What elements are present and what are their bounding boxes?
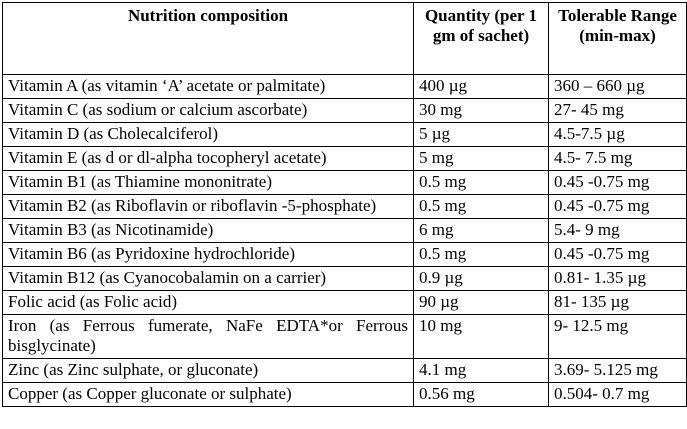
nutrient-range: 5.4- 9 mg	[548, 218, 687, 243]
table-row: Vitamin B2 (as Riboflavin or riboflavin …	[2, 194, 687, 219]
nutrient-quantity: 400 µg	[413, 74, 549, 99]
table-row: Vitamin A (as vitamin ‘A’ acetate or pal…	[2, 74, 687, 99]
nutrient-range: 0.45 -0.75 mg	[548, 170, 687, 195]
nutrient-quantity: 90 µg	[413, 290, 549, 315]
table-row: Vitamin C (as sodium or calcium ascorbat…	[2, 98, 687, 123]
nutrient-range: 0.81- 1.35 µg	[548, 266, 687, 291]
nutrient-quantity: 0.5 mg	[413, 194, 549, 219]
nutrient-quantity: 6 mg	[413, 218, 549, 243]
nutrient-range: 9- 12.5 mg	[548, 314, 687, 359]
header-nutrition-composition: Nutrition composition	[2, 2, 414, 75]
nutrient-name: Zinc (as Zinc sulphate, or gluconate)	[2, 358, 414, 383]
nutrient-name: Copper (as Copper gluconate or sulphate)	[2, 382, 414, 407]
nutrient-name: Vitamin C (as sodium or calcium ascorbat…	[2, 98, 414, 123]
nutrient-range: 81- 135 µg	[548, 290, 687, 315]
nutrient-name: Folic acid (as Folic acid)	[2, 290, 414, 315]
nutrient-name: Vitamin B3 (as Nicotinamide)	[2, 218, 414, 243]
table-row: Copper (as Copper gluconate or sulphate)…	[2, 382, 687, 407]
nutrient-range: 27- 45 mg	[548, 98, 687, 123]
nutrient-range: 360 – 660 µg	[548, 74, 687, 99]
nutrient-name: Iron (as Ferrous fumerate, NaFe EDTA*or …	[2, 314, 414, 359]
nutrient-quantity: 30 mg	[413, 98, 549, 123]
nutrient-name: Vitamin B1 (as Thiamine mononitrate)	[2, 170, 414, 195]
table-header-row: Nutrition composition Quantity (per 1 gm…	[2, 2, 687, 75]
table-row: Vitamin B3 (as Nicotinamide) 6 mg 5.4- 9…	[2, 218, 687, 243]
header-quantity: Quantity (per 1 gm of sachet)	[413, 2, 549, 75]
nutrient-quantity: 0.9 µg	[413, 266, 549, 291]
nutrient-quantity: 0.5 mg	[413, 242, 549, 267]
table-row: Vitamin E (as d or dl-alpha tocopheryl a…	[2, 146, 687, 171]
table-row: Zinc (as Zinc sulphate, or gluconate) 4.…	[2, 358, 687, 383]
table-row: Vitamin D (as Cholecalciferol) 5 µg 4.5-…	[2, 122, 687, 147]
table-row: Vitamin B12 (as Cyanocobalamin on a carr…	[2, 266, 687, 291]
nutrient-quantity: 5 µg	[413, 122, 549, 147]
nutrient-quantity: 4.1 mg	[413, 358, 549, 383]
nutrient-range: 0.504- 0.7 mg	[548, 382, 687, 407]
table-row: Vitamin B6 (as Pyridoxine hydrochloride)…	[2, 242, 687, 267]
nutrient-name: Vitamin B6 (as Pyridoxine hydrochloride)	[2, 242, 414, 267]
nutrient-quantity: 0.5 mg	[413, 170, 549, 195]
nutrient-quantity: 0.56 mg	[413, 382, 549, 407]
nutrient-quantity: 10 mg	[413, 314, 549, 359]
table-row: Iron (as Ferrous fumerate, NaFe EDTA*or …	[2, 314, 687, 359]
nutrient-quantity: 5 mg	[413, 146, 549, 171]
header-tolerable-range: Tolerable Range (min-max)	[548, 2, 687, 75]
nutrient-name: Vitamin E (as d or dl-alpha tocopheryl a…	[2, 146, 414, 171]
nutrient-name: Vitamin B12 (as Cyanocobalamin on a carr…	[2, 266, 414, 291]
nutrient-name: Vitamin A (as vitamin ‘A’ acetate or pal…	[2, 74, 414, 99]
nutrient-range: 3.69- 5.125 mg	[548, 358, 687, 383]
table-row: Vitamin B1 (as Thiamine mononitrate) 0.5…	[2, 170, 687, 195]
nutrition-table: Nutrition composition Quantity (per 1 gm…	[2, 2, 687, 407]
nutrient-name: Vitamin B2 (as Riboflavin or riboflavin …	[2, 194, 414, 219]
nutrient-range: 4.5-7.5 µg	[548, 122, 687, 147]
nutrient-range: 0.45 -0.75 mg	[548, 194, 687, 219]
nutrient-range: 0.45 -0.75 mg	[548, 242, 687, 267]
table-row: Folic acid (as Folic acid) 90 µg 81- 135…	[2, 290, 687, 315]
nutrient-name: Vitamin D (as Cholecalciferol)	[2, 122, 414, 147]
nutrient-range: 4.5- 7.5 mg	[548, 146, 687, 171]
